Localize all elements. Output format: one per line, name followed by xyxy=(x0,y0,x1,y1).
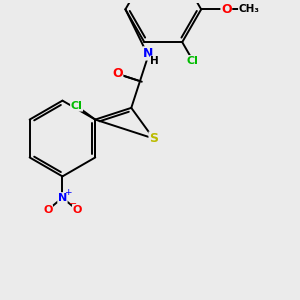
Text: Cl: Cl xyxy=(70,101,83,111)
Text: CH₃: CH₃ xyxy=(238,4,260,14)
Text: Cl: Cl xyxy=(187,56,199,66)
Text: S: S xyxy=(149,132,158,145)
Text: H: H xyxy=(150,56,159,66)
Text: O: O xyxy=(112,67,123,80)
Text: +: + xyxy=(64,188,71,197)
Text: −: − xyxy=(69,199,77,208)
Text: O: O xyxy=(221,3,232,16)
Text: O: O xyxy=(43,205,52,215)
Text: N: N xyxy=(58,193,67,203)
Text: N: N xyxy=(143,47,153,60)
Text: O: O xyxy=(73,205,82,215)
